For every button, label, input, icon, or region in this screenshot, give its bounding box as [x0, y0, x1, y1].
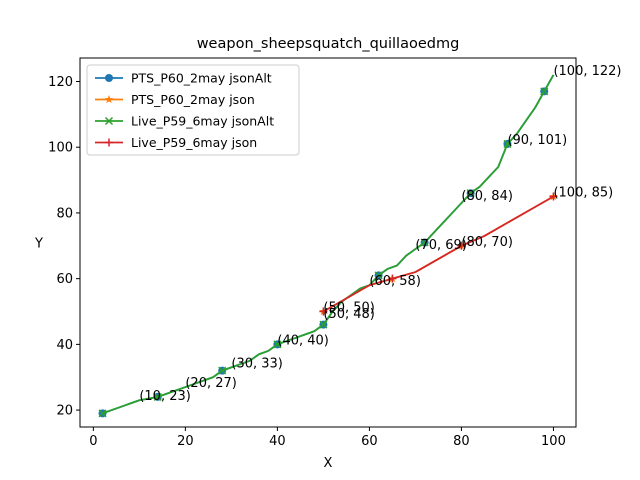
point-annotation: (60, 58) — [369, 274, 421, 289]
y-tick-label: 20 — [56, 404, 73, 419]
annotation-layer: (10, 23)(20, 27) (30, 33) (40, 40) (50, 48)… — [139, 64, 621, 404]
point-annotation: (50, 50) — [323, 301, 375, 316]
point-annotation: (80, 84) — [461, 189, 512, 204]
x-tick-label: 20 — [177, 434, 194, 449]
x-tick-label: 0 — [89, 434, 97, 449]
legend-marker — [105, 138, 113, 147]
tick-layer: 0 20 40 60 80 100 20 40 60 80 100 120 — [48, 75, 566, 449]
data-point — [319, 320, 328, 329]
legend-box — [86, 64, 300, 156]
data-point — [374, 271, 383, 280]
point-annotation: (20, 27) — [185, 376, 237, 391]
legend-marker — [105, 74, 113, 82]
legend-item: Live_P59_6may json — [95, 135, 257, 150]
chart-title: weapon_sheepsquatch_quillaoedmg — [197, 36, 460, 52]
data-point — [273, 340, 282, 349]
y-tick-label: 80 — [56, 206, 73, 221]
x-tick-label: 40 — [269, 434, 286, 449]
legend-label: PTS_P60_2may json — [131, 92, 255, 107]
data-point — [549, 192, 558, 201]
legend: PTS_P60_2may jsonAlt PTS_P60_2may json Liv… — [86, 64, 300, 156]
y-tick-label: 40 — [56, 338, 73, 353]
series-layer — [98, 74, 558, 418]
legend-label: Live_P59_6may json — [131, 135, 257, 150]
legend-item: PTS_P60_2may json — [95, 92, 255, 107]
legend-item: PTS_P60_2may jsonAlt — [95, 71, 272, 86]
point-annotation: (80, 70) — [461, 235, 512, 250]
data-point — [153, 392, 162, 401]
y-axis-label: Y — [34, 237, 43, 252]
plot-frame — [79, 57, 577, 428]
y-tick-label: 100 — [48, 141, 73, 156]
legend-label: Live_P59_6may jsonAlt — [131, 114, 274, 129]
legend-item: Live_P59_6may jsonAlt — [95, 114, 274, 129]
point-annotation: (100, 85) — [553, 185, 613, 200]
point-annotation: (50, 48) — [323, 307, 375, 322]
point-annotation: (70, 69) — [415, 238, 467, 253]
x-axis-label: X — [324, 456, 333, 471]
y-tick-label: 60 — [56, 272, 73, 287]
data-point — [420, 238, 429, 247]
data-point — [98, 409, 107, 418]
point-annotation: (10, 23) — [139, 389, 191, 404]
point-annotation: (30, 33) — [231, 356, 283, 371]
x-tick-label: 100 — [541, 434, 566, 449]
legend-label: PTS_P60_2may jsonAlt — [131, 71, 272, 86]
legend-marker — [104, 95, 114, 104]
series-3 — [98, 74, 555, 418]
data-point — [388, 274, 397, 283]
series-4 — [319, 192, 558, 316]
x-tick-label: 60 — [361, 434, 378, 449]
data-point — [540, 87, 549, 96]
legend-marker — [104, 116, 114, 126]
data-point — [503, 139, 512, 148]
series-line — [322, 195, 554, 313]
data-point — [218, 366, 227, 375]
data-point — [319, 307, 328, 316]
series-line — [102, 74, 555, 415]
y-tick-label: 120 — [48, 75, 73, 90]
data-point — [466, 189, 475, 198]
data-point — [457, 241, 466, 250]
point-annotation: (90, 101) — [507, 133, 567, 148]
x-tick-label: 80 — [453, 434, 470, 449]
point-annotation: (100, 122) — [553, 64, 621, 79]
point-annotation: (40, 40) — [277, 333, 329, 348]
